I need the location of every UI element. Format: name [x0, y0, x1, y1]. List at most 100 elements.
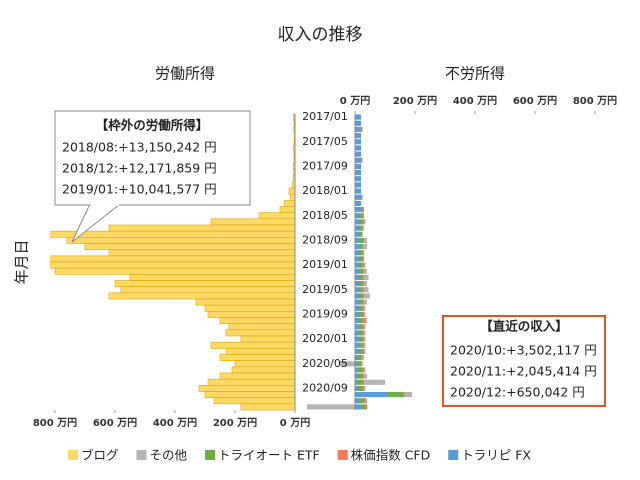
bar-segment	[364, 299, 367, 305]
bar-segment	[355, 324, 360, 330]
bar-segment	[355, 336, 360, 342]
x-tick-label: 800 万円	[33, 417, 77, 429]
bar	[204, 391, 295, 398]
bar-segment	[362, 268, 364, 274]
bar	[66, 237, 295, 244]
bar-segment	[362, 385, 364, 391]
bar-segment	[355, 398, 360, 404]
bar-segment	[355, 139, 361, 145]
bar-segment	[355, 120, 361, 126]
bar-segment	[362, 348, 364, 354]
y-tick-label: 2020/05	[302, 357, 348, 370]
bar-segment	[355, 200, 361, 206]
left-title: 労働所得	[155, 65, 215, 83]
bar	[228, 323, 295, 331]
bar-segment	[365, 318, 367, 324]
bar-segment	[362, 379, 364, 385]
callout-title: 【直近の収入】	[480, 319, 568, 334]
bar-segment	[355, 244, 360, 250]
y-tick-label: 2019/05	[302, 283, 348, 296]
bar	[84, 243, 295, 250]
legend-swatch	[136, 450, 147, 460]
bar-segment	[361, 355, 363, 361]
bar-segment	[361, 126, 363, 132]
bar-segment	[355, 163, 361, 169]
bar-segment	[361, 207, 363, 213]
bar-segment	[362, 318, 366, 324]
bar	[204, 304, 295, 312]
bar-segment	[364, 348, 366, 354]
bar-segment	[362, 281, 364, 287]
bar	[207, 378, 295, 386]
bar-segment	[361, 157, 363, 163]
bar	[225, 329, 295, 337]
bar-segment	[364, 373, 367, 379]
bar-segment	[359, 348, 363, 354]
bar-segment	[355, 250, 360, 256]
bar-segment	[358, 385, 363, 391]
bar	[288, 187, 295, 195]
bar-segment	[355, 237, 360, 243]
y-tick-label: 2019/01	[302, 258, 348, 271]
bar-segment	[355, 361, 358, 367]
bar	[279, 206, 295, 213]
bar-segment	[362, 287, 364, 293]
bar-segment	[403, 392, 405, 398]
y-tick-label: 2018/05	[302, 209, 348, 222]
bar	[195, 298, 295, 306]
bar-segment	[355, 182, 361, 188]
bar-segment	[361, 404, 366, 410]
bar-segment	[361, 194, 363, 200]
legend-label: その他	[150, 448, 188, 463]
bar-segment	[362, 274, 364, 280]
legend-label: トライオート ETF	[218, 448, 320, 463]
bar-segment	[355, 176, 361, 182]
bar-segment	[355, 114, 361, 120]
legend-swatch	[205, 450, 216, 460]
bar-segment	[362, 324, 364, 330]
x-tick-label: 200 万円	[213, 417, 257, 429]
bar-segment	[364, 219, 366, 225]
bar-segment	[359, 330, 363, 336]
bar-segment	[355, 219, 360, 225]
bar-segment	[364, 268, 367, 274]
bar	[108, 224, 295, 232]
bar-segment	[364, 237, 367, 243]
bar	[207, 311, 295, 318]
x-tick-label: 400 万円	[453, 95, 497, 107]
bar-segment	[359, 287, 363, 293]
bar-segment	[364, 385, 366, 391]
bar-segment	[364, 324, 366, 330]
bar	[284, 200, 295, 207]
bar-segment	[362, 305, 364, 311]
bar	[120, 286, 295, 294]
bar	[225, 348, 295, 355]
bar-segment	[362, 367, 364, 373]
bar	[114, 280, 295, 287]
bar-segment	[364, 287, 369, 293]
bar-segment	[364, 342, 366, 348]
bar-segment	[355, 379, 358, 385]
bar-segment	[358, 379, 363, 385]
bar-segment	[355, 213, 360, 219]
bar-segment	[362, 262, 364, 268]
bar-segment	[355, 207, 361, 213]
bar	[50, 230, 295, 238]
bar-segment	[365, 398, 367, 404]
bar-segment	[388, 392, 403, 398]
bar-segment	[355, 404, 361, 410]
bar-segment	[362, 330, 364, 336]
bar-segment	[359, 268, 363, 274]
bar	[231, 366, 295, 374]
bar-segment	[359, 299, 363, 305]
bar-segment	[364, 336, 366, 342]
bar-segment	[365, 404, 367, 410]
bar-segment	[355, 231, 360, 237]
bar-segment	[340, 361, 355, 367]
bar-segment	[362, 250, 364, 256]
bar-segment	[355, 305, 360, 311]
bar-segment	[359, 305, 363, 311]
x-tick-label: 800 万円	[573, 95, 617, 107]
bar-segment	[355, 318, 360, 324]
right-title: 不労所得	[445, 65, 505, 83]
